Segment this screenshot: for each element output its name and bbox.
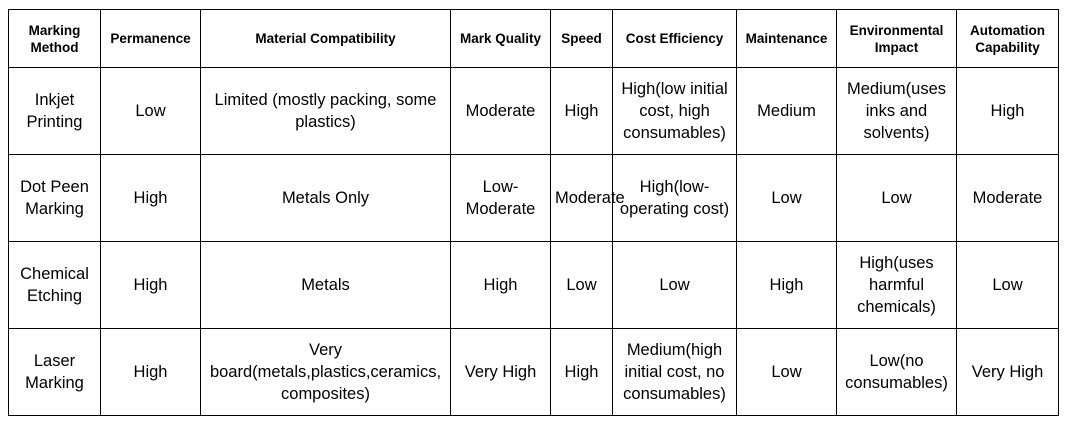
cell-material-compatibility: Metals [200, 241, 451, 329]
cell-automation-capability: Low [956, 241, 1059, 329]
cell-speed: High [550, 67, 613, 155]
cell-mark-quality: Low-Moderate [450, 154, 551, 242]
cell-automation-capability: High [956, 67, 1059, 155]
cell-marking-method: Laser Marking [8, 328, 101, 416]
cell-maintenance: Low [736, 154, 837, 242]
cell-mark-quality: High [450, 241, 551, 329]
cell-material-compatibility: Very board(metals,plastics,ceramics, com… [200, 328, 451, 416]
cell-automation-capability: Moderate [956, 154, 1059, 242]
comparison-table: Marking Method Permanence Material Compa… [8, 9, 1059, 416]
cell-maintenance: Medium [736, 67, 837, 155]
cell-speed: Low [550, 241, 613, 329]
header-speed: Speed [550, 9, 613, 68]
cell-environmental-impact: Low [836, 154, 957, 242]
cell-speed: High [550, 328, 613, 416]
cell-maintenance: High [736, 241, 837, 329]
cell-permanence: High [100, 154, 201, 242]
cell-material-compatibility: Metals Only [200, 154, 451, 242]
header-environmental-impact: Environmental Impact [836, 9, 957, 68]
header-material-compatibility: Material Compatibility [200, 9, 451, 68]
cell-marking-method: Inkjet Printing [8, 67, 101, 155]
cell-permanence: High [100, 328, 201, 416]
cell-environmental-impact: High(uses harmful chemicals) [836, 241, 957, 329]
table-row: Chemical Etching High Metals High Low Lo… [8, 241, 1059, 329]
cell-marking-method: Dot Peen Marking [8, 154, 101, 242]
header-cost-efficiency: Cost Efficiency [612, 9, 737, 68]
cell-cost-efficiency: High(low-operating cost) [612, 154, 737, 242]
cell-permanence: High [100, 241, 201, 329]
cell-maintenance: Low [736, 328, 837, 416]
cell-cost-efficiency: Low [612, 241, 737, 329]
cell-environmental-impact: Low(no consumables) [836, 328, 957, 416]
cell-environmental-impact: Medium(uses inks and solvents) [836, 67, 957, 155]
header-automation-capability: Automation Capability [956, 9, 1059, 68]
header-marking-method: Marking Method [8, 9, 101, 68]
cell-permanence: Low [100, 67, 201, 155]
table-row: Inkjet Printing Low Limited (mostly pack… [8, 67, 1059, 155]
table-row: Dot Peen Marking High Metals Only Low-Mo… [8, 154, 1059, 242]
header-maintenance: Maintenance [736, 9, 837, 68]
cell-speed: Moderate [550, 154, 625, 242]
cell-mark-quality: Moderate [450, 67, 551, 155]
header-row: Marking Method Permanence Material Compa… [8, 9, 1059, 68]
cell-automation-capability: Very High [956, 328, 1059, 416]
cell-marking-method: Chemical Etching [8, 241, 101, 329]
cell-cost-efficiency: Medium(high initial cost, no consumables… [612, 328, 737, 416]
header-mark-quality: Mark Quality [450, 9, 551, 68]
header-permanence: Permanence [100, 9, 201, 68]
cell-mark-quality: Very High [450, 328, 551, 416]
cell-material-compatibility: Limited (mostly packing, some plastics) [200, 67, 451, 155]
cell-cost-efficiency: High(low initial cost, high consumables) [612, 67, 737, 155]
table-row: Laser Marking High Very board(metals,pla… [8, 328, 1059, 416]
